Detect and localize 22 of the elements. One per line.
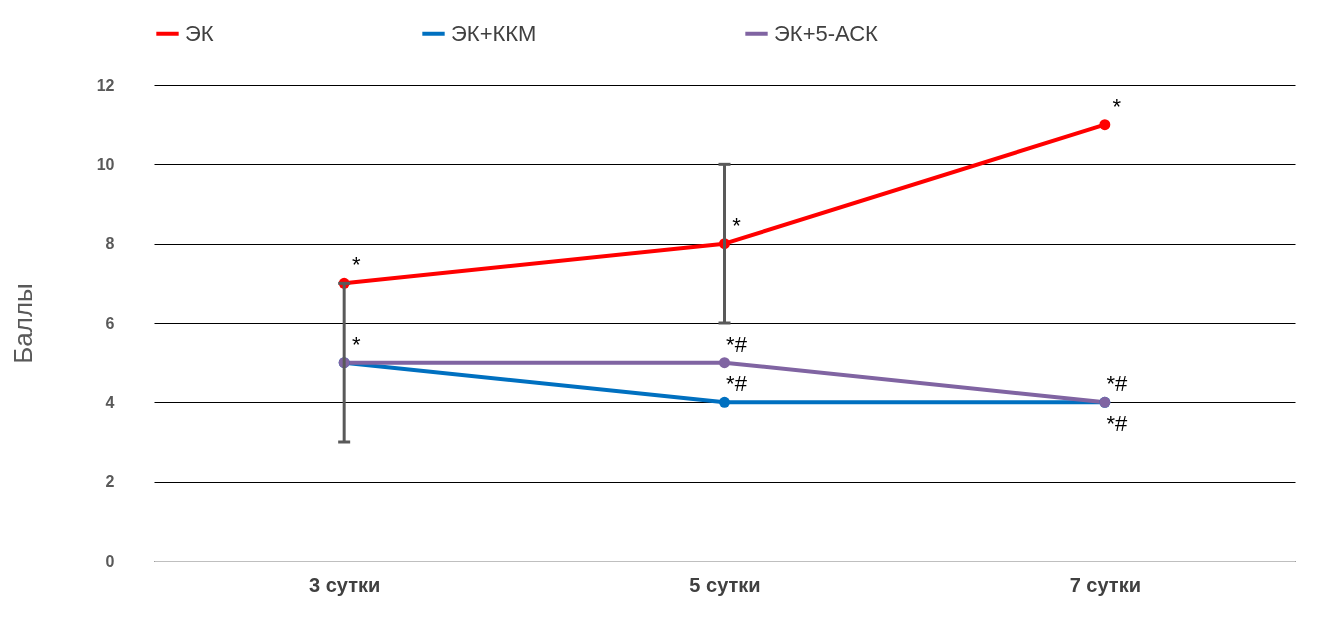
annotation: *# — [1106, 411, 1128, 437]
x-tick-label: 5 сутки — [689, 573, 761, 596]
y-tick-label: 4 — [105, 393, 115, 411]
legend-label: ЭК+5-АСК — [774, 20, 879, 46]
y-tick-label: 6 — [105, 314, 115, 332]
annotation: * — [732, 212, 742, 238]
x-tick-label: 7 сутки — [1069, 573, 1141, 596]
y-axis-title: Баллы — [7, 283, 38, 364]
annotation: *# — [726, 371, 748, 397]
y-tick-label: 0 — [105, 552, 115, 570]
annotation: * — [351, 331, 361, 357]
annotation: *# — [1106, 371, 1128, 397]
y-tick-label: 10 — [96, 155, 115, 173]
legend-label: ЭК+ККМ — [451, 20, 537, 46]
legend-label: ЭК — [185, 20, 214, 46]
y-tick-label: 12 — [96, 76, 115, 94]
annotation: *# — [726, 331, 748, 357]
y-tick-label: 8 — [105, 235, 115, 253]
y-tick-label: 2 — [105, 473, 115, 491]
annotation: * — [351, 252, 361, 278]
annotation: * — [1112, 93, 1122, 119]
x-tick-label: 3 сутки — [309, 573, 381, 596]
